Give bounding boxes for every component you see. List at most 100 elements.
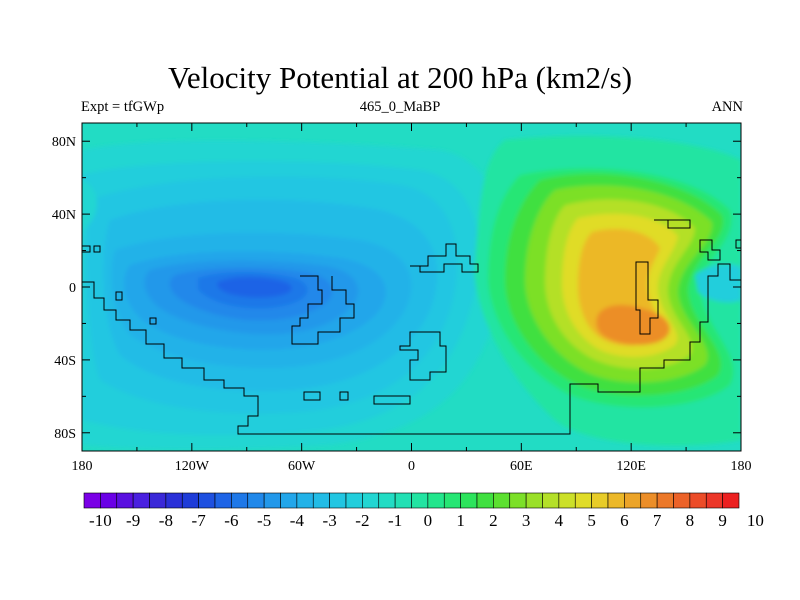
coastlines — [82, 219, 741, 435]
colorbar-swatch — [705, 492, 723, 509]
colorbar-swatch — [607, 492, 625, 509]
colorbar-label: 7 — [653, 511, 662, 530]
colorbar-swatch — [640, 492, 658, 509]
colorbar-swatch — [443, 492, 461, 509]
colorbar-label: -2 — [355, 511, 369, 530]
colorbar-swatch — [132, 492, 150, 509]
colorbar-label: 6 — [620, 511, 629, 530]
colorbar-label: 5 — [587, 511, 596, 530]
colorbar-label: -5 — [257, 511, 271, 530]
contour-neg-10 — [217, 277, 292, 298]
colorbar-swatch — [411, 492, 429, 509]
coast-island-b — [339, 391, 349, 401]
y-tick-label: 80S — [54, 427, 76, 442]
y-tick-label: 40N — [52, 208, 76, 223]
colorbar-label: 8 — [686, 511, 695, 530]
x-tick-label: 120W — [175, 459, 210, 474]
coast-east-asia — [699, 239, 721, 261]
colorbar-swatch — [149, 492, 167, 509]
contour-field — [82, 123, 741, 451]
colorbar-swatch — [525, 492, 543, 509]
x-tick-label: 60W — [288, 459, 316, 474]
coast-australia-west — [635, 261, 659, 335]
coast-mid-america — [291, 275, 355, 345]
colorbar-swatch — [280, 492, 298, 509]
colorbar-swatch — [198, 492, 216, 509]
colorbar-swatch — [247, 492, 265, 509]
coast-asia — [654, 219, 691, 229]
x-tick-label: 0 — [408, 459, 415, 474]
colorbar-label: -10 — [89, 511, 112, 530]
y-axis: 80N 40N 0 40S 80S — [52, 135, 741, 442]
colorbar-swatch — [493, 492, 511, 509]
subtitle-experiment: Expt = tfGWp — [81, 99, 165, 115]
colorbar-swatch — [83, 492, 101, 509]
colorbar-swatch — [116, 492, 134, 509]
contour-pos-8 — [596, 304, 670, 345]
colorbar-swatch — [378, 492, 396, 509]
colorbar-swatch — [542, 492, 560, 509]
colorbar-swatch — [263, 492, 281, 509]
colorbar-swatch — [558, 492, 576, 509]
colorbar-swatch — [214, 492, 232, 509]
y-tick-label: 0 — [69, 281, 76, 296]
coast-americas — [82, 263, 741, 435]
coast-pacific-d — [149, 317, 157, 325]
subtitle-case: 465_0_MaBP — [359, 99, 441, 115]
colorbar-swatch — [624, 492, 642, 509]
colorbar-label: 0 — [424, 511, 433, 530]
colorbar-swatch — [673, 492, 691, 509]
colorbar-swatch — [591, 492, 609, 509]
colorbar-swatch — [574, 492, 592, 509]
colorbar-swatch — [100, 492, 118, 509]
colorbar-swatch — [181, 492, 199, 509]
contour-nw-lobe — [82, 180, 97, 232]
colorbar-swatch — [165, 492, 183, 509]
subtitle-season: ANN — [711, 99, 743, 115]
colorbar-swatch — [689, 492, 707, 509]
coast-pacific-c — [115, 291, 123, 301]
coast-east-edge — [735, 239, 741, 249]
colorbar-label: 1 — [456, 511, 465, 530]
colorbar-label: -3 — [323, 511, 337, 530]
colorbar-swatch — [345, 492, 363, 509]
colorbar-label: 9 — [718, 511, 727, 530]
chart-title: Velocity Potential at 200 hPa (km2/s) — [167, 60, 633, 95]
coast-southern-islands — [373, 395, 411, 405]
coast-pacific-a — [82, 245, 91, 253]
coast-africa-south — [399, 331, 447, 381]
colorbar-label: 2 — [489, 511, 498, 530]
colorbar-swatch — [312, 492, 330, 509]
colorbar: -10 -9 -8 -7 -6 -5 -4 -3 -2 -1 0 1 2 3 4 5 6 7 8 9 10 — [83, 492, 764, 530]
x-axis: 180 120W 60W 0 60E 120E 180 — [72, 123, 752, 474]
y-tick-label: 40S — [54, 354, 76, 369]
colorbar-swatch — [476, 492, 494, 509]
y-tick-label: 80N — [52, 135, 76, 150]
colorbar-label: -9 — [126, 511, 140, 530]
colorbar-label: -6 — [224, 511, 238, 530]
x-tick-label: 180 — [72, 459, 93, 474]
colorbar-label: -7 — [192, 511, 207, 530]
colorbar-swatch — [231, 492, 249, 509]
colorbar-label: -4 — [290, 511, 305, 530]
x-tick-label: 180 — [731, 459, 752, 474]
colorbar-swatch — [296, 492, 314, 509]
x-tick-label: 60E — [510, 459, 533, 474]
colorbar-swatch — [722, 492, 740, 509]
colorbar-swatch — [427, 492, 445, 509]
colorbar-swatch — [656, 492, 674, 509]
coast-pacific-b — [93, 245, 101, 253]
colorbar-label: -8 — [159, 511, 173, 530]
coast-africa-north — [410, 243, 479, 273]
colorbar-swatch — [362, 492, 380, 509]
coast-island-a — [303, 391, 321, 401]
colorbar-swatch — [509, 492, 527, 509]
x-tick-label: 120E — [616, 459, 646, 474]
colorbar-swatch — [394, 492, 412, 509]
colorbar-swatch — [329, 492, 347, 509]
colorbar-label: 3 — [522, 511, 531, 530]
colorbar-label: 4 — [555, 511, 564, 530]
colorbar-label: 10 — [747, 511, 764, 530]
colorbar-swatch — [460, 492, 478, 509]
